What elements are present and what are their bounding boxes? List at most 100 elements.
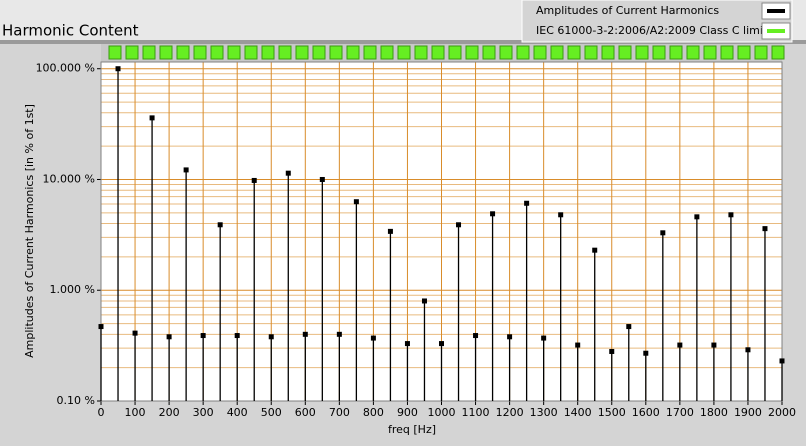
- chart-title: Harmonic Content: [2, 22, 139, 40]
- stem-marker: [592, 247, 598, 253]
- indicator-led: [771, 45, 785, 60]
- indicator-led: [295, 45, 309, 60]
- x-tick-label: 1700: [666, 406, 694, 419]
- stem-marker: [609, 348, 615, 354]
- x-tick-label: 1600: [632, 406, 660, 419]
- indicator-led: [669, 45, 683, 60]
- stem-marker: [473, 333, 479, 339]
- separator: [0, 40, 806, 44]
- y-tick-label: 100.000 %: [36, 62, 95, 75]
- indicator-led: [618, 45, 632, 60]
- x-tick-label: 1000: [428, 406, 456, 419]
- stem-marker: [200, 333, 206, 339]
- indicator-led: [737, 45, 751, 60]
- stem-marker: [149, 115, 155, 121]
- x-tick-label: 1300: [530, 406, 558, 419]
- stem-marker: [421, 298, 427, 304]
- legend-swatch: [767, 9, 785, 13]
- stem-marker: [387, 228, 393, 234]
- x-tick-label: 900: [397, 406, 418, 419]
- stem-marker: [456, 222, 462, 228]
- stem-marker: [336, 331, 342, 337]
- x-tick-label: 100: [125, 406, 146, 419]
- y-tick-label: 1.000 %: [50, 283, 95, 296]
- stem-marker: [285, 170, 291, 176]
- indicator-led: [720, 45, 734, 60]
- stem-marker: [234, 333, 240, 339]
- legend-label: Amplitudes of Current Harmonics: [536, 4, 719, 17]
- stem-marker: [711, 342, 717, 348]
- x-tick-label: 1800: [700, 406, 728, 419]
- indicator-led: [329, 45, 343, 60]
- stem-marker: [745, 347, 751, 353]
- stem-marker: [660, 230, 666, 236]
- indicator-led: [499, 45, 513, 60]
- indicator-led: [550, 45, 564, 60]
- stem-marker: [490, 211, 496, 217]
- indicator-led: [244, 45, 258, 60]
- stem-marker: [439, 341, 444, 347]
- stem-marker: [524, 200, 530, 206]
- stem-marker: [643, 350, 649, 356]
- indicator-led: [482, 45, 496, 60]
- indicator-led: [431, 45, 445, 60]
- x-tick-label: 500: [261, 406, 282, 419]
- indicator-led: [584, 45, 598, 60]
- stem-marker: [98, 324, 104, 330]
- indicator-led: [533, 45, 547, 60]
- stem-marker: [132, 330, 138, 336]
- x-tick-label: 400: [227, 406, 248, 419]
- stem-marker: [762, 226, 768, 232]
- stem-marker: [370, 335, 376, 341]
- x-axis-label: freq [Hz]: [388, 423, 436, 436]
- indicator-led: [159, 45, 173, 60]
- indicator-led: [176, 45, 190, 60]
- y-axis-label: Amplitudes of Current Harmonics [in % of…: [23, 104, 36, 358]
- x-tick-label: 600: [295, 406, 316, 419]
- stem-marker: [268, 334, 274, 340]
- x-tick-label: 2000: [768, 406, 796, 419]
- x-tick-label: 1500: [598, 406, 626, 419]
- indicator-led: [125, 45, 139, 60]
- indicator-led: [397, 45, 411, 60]
- indicator-led: [261, 45, 275, 60]
- stem-marker: [217, 222, 223, 228]
- indicator-led: [448, 45, 462, 60]
- indicator-led: [601, 45, 615, 60]
- x-tick-label: 200: [159, 406, 180, 419]
- indicator-led: [465, 45, 479, 60]
- legend-swatch: [767, 29, 785, 33]
- stem-marker: [677, 342, 683, 348]
- stem-marker: [166, 334, 172, 340]
- indicator-led: [754, 45, 768, 60]
- stem-marker: [558, 212, 564, 218]
- indicator-led: [210, 45, 224, 60]
- indicator-led: [278, 45, 292, 60]
- indicator-led: [652, 45, 666, 60]
- y-tick-label: 0.10 %: [57, 394, 95, 407]
- stem-marker: [694, 214, 700, 220]
- stem-marker: [115, 66, 121, 72]
- stem-marker: [575, 342, 581, 348]
- legend-label: IEC 61000-3-2:2006/A2:2009 Class C limit…: [536, 24, 773, 37]
- legend: [521, 0, 793, 43]
- indicator-led: [516, 45, 530, 60]
- stem-marker: [728, 212, 734, 218]
- stem-marker: [626, 324, 632, 330]
- indicator-led: [193, 45, 207, 60]
- stem-marker: [251, 177, 257, 183]
- x-tick-label: 800: [363, 406, 384, 419]
- stem-marker: [507, 334, 513, 340]
- x-tick-label: 300: [193, 406, 214, 419]
- indicator-led: [363, 45, 377, 60]
- stem-marker: [541, 335, 547, 341]
- stem-marker: [302, 331, 308, 337]
- indicator-led: [686, 45, 700, 60]
- indicator-led: [346, 45, 360, 60]
- indicator-led: [142, 45, 156, 60]
- indicator-led: [703, 45, 717, 60]
- stem-marker: [183, 167, 189, 173]
- stem-marker: [404, 341, 410, 347]
- x-tick-label: 0: [98, 406, 105, 419]
